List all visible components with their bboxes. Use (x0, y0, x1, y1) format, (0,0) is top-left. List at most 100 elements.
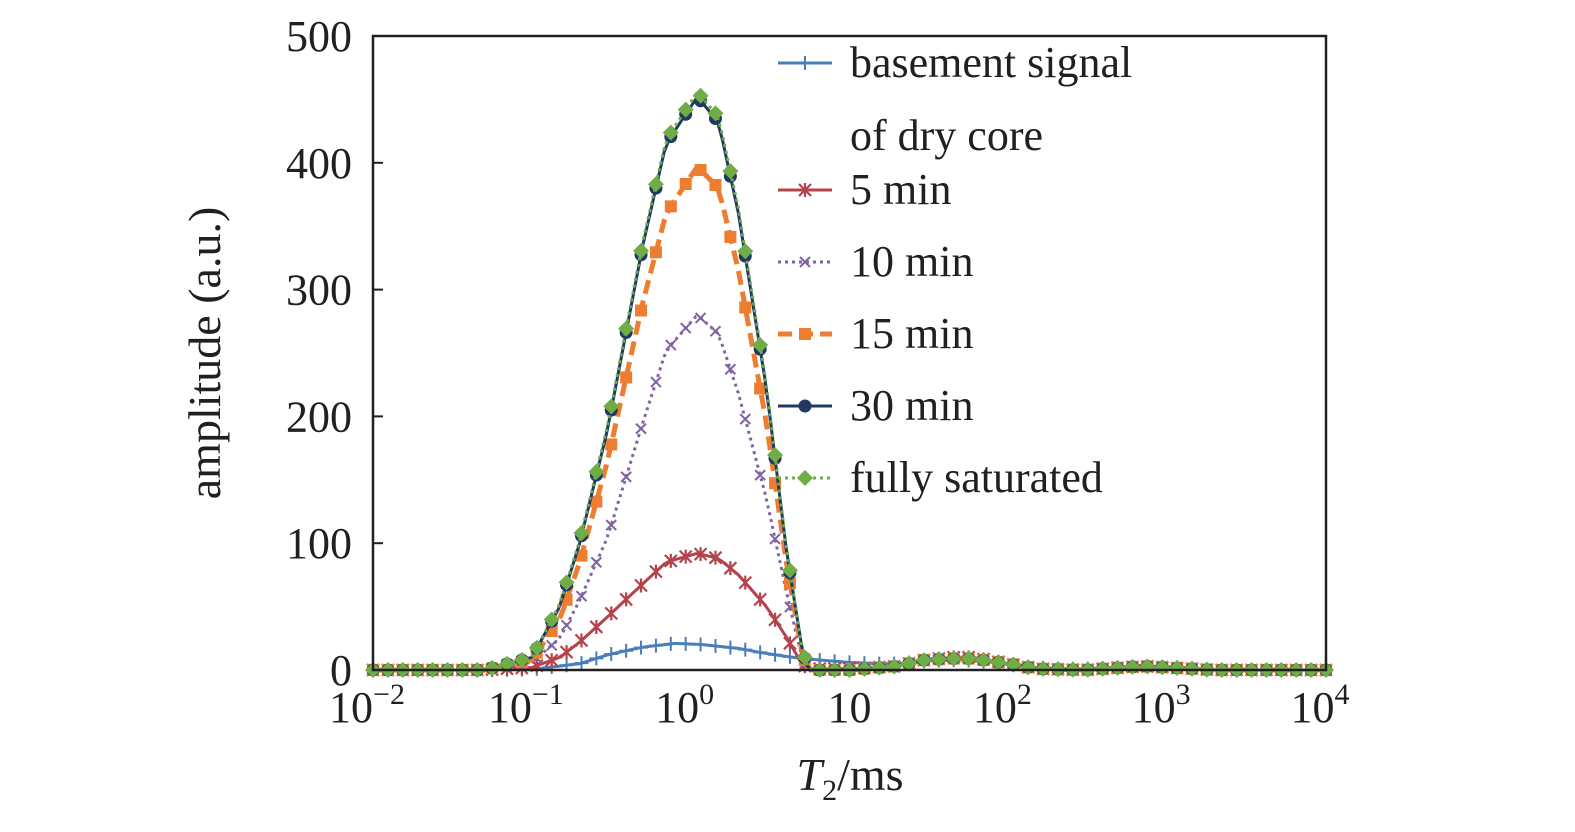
data-point (573, 525, 590, 542)
data-point (739, 413, 751, 425)
data-point (945, 650, 962, 667)
data-point (590, 556, 603, 569)
y-axis-label: amplitude (a.u.) (179, 207, 230, 500)
legend-item-5: 30 min (778, 381, 973, 430)
x-tick-label: 10−1 (488, 678, 564, 732)
data-point (678, 636, 693, 651)
data-point (618, 320, 635, 337)
data-point (709, 178, 722, 191)
data-point (633, 242, 650, 259)
data-point (737, 243, 754, 260)
x-tick-label: 102 (973, 678, 1032, 732)
x-tick-label: 10 (828, 683, 872, 732)
data-point (960, 650, 977, 667)
data-point (604, 606, 619, 621)
data-point (708, 638, 723, 653)
legend-label: 10 min (850, 237, 973, 286)
data-point (693, 547, 708, 562)
data-point (796, 649, 813, 666)
data-point (499, 655, 516, 672)
data-point (559, 645, 574, 660)
data-point (588, 463, 605, 480)
legend-label: 5 min (850, 165, 951, 214)
data-point (663, 636, 678, 651)
data-point (709, 325, 722, 337)
data-point (634, 640, 649, 655)
data-point (664, 200, 677, 213)
data-point (692, 87, 709, 104)
data-point (679, 322, 692, 334)
data-point (1109, 659, 1126, 676)
data-point (975, 652, 992, 669)
data-point (1005, 656, 1022, 673)
data-point (782, 649, 797, 664)
data-point (1169, 659, 1186, 676)
data-point (678, 549, 693, 564)
legend-label: 15 min (850, 309, 973, 358)
y-tick-label: 500 (286, 12, 352, 61)
legend-item-2: 5 min (778, 165, 951, 214)
data-point (589, 619, 604, 634)
x-tick-label: 10−2 (329, 678, 405, 732)
data-point (544, 653, 559, 668)
data-point (723, 640, 738, 655)
data-point (665, 339, 677, 351)
data-point (738, 642, 753, 657)
data-point (484, 659, 501, 676)
data-point (575, 549, 588, 562)
data-point (649, 246, 662, 259)
data-point (619, 643, 634, 658)
data-point (753, 592, 767, 607)
legend-label: fully saturated (850, 453, 1103, 502)
series-6 (365, 87, 1334, 678)
legend-item-3: 10 min (778, 237, 973, 286)
data-point (767, 447, 784, 464)
data-point (545, 639, 558, 651)
data-point (693, 637, 708, 652)
data-point (694, 163, 707, 176)
data-point (662, 124, 679, 141)
tick-layer: 10−2 10−1 100 10 102 103 104 0 100 200 300 400 500 (286, 12, 1350, 732)
legend-swatch-marker (798, 399, 812, 413)
y-tick-label: 100 (286, 519, 352, 568)
data-point (575, 590, 588, 602)
data-point (574, 633, 589, 648)
data-point (648, 638, 663, 653)
data-point (871, 659, 888, 676)
data-point (605, 438, 618, 451)
data-point (635, 304, 648, 317)
data-point (604, 646, 619, 661)
data-point (603, 398, 620, 415)
data-point (930, 651, 947, 668)
data-point (560, 619, 573, 632)
data-point (769, 533, 781, 545)
data-point (619, 592, 633, 607)
x-tick-label: 104 (1291, 678, 1350, 732)
data-point (635, 422, 647, 435)
data-point (708, 550, 723, 565)
data-point (915, 652, 932, 669)
y-tick-label: 400 (286, 139, 352, 188)
data-point (650, 376, 662, 388)
y-tick-label: 0 (330, 646, 352, 695)
data-point (634, 578, 648, 593)
data-point (677, 101, 694, 118)
data-point (620, 471, 632, 483)
data-point (901, 655, 918, 672)
data-point (574, 656, 589, 671)
data-point (1020, 659, 1037, 676)
data-point (768, 612, 782, 627)
legend-label: 30 min (850, 381, 973, 430)
legend-label: basement signal (850, 38, 1132, 87)
y-tick-label: 300 (286, 266, 352, 315)
data-point (768, 647, 783, 662)
data-point (724, 230, 737, 243)
legend-label: of dry core (850, 111, 1043, 160)
plot-frame (371, 34, 1328, 672)
data-point (723, 561, 738, 576)
data-point (558, 574, 575, 591)
series-line-2 (373, 552, 1326, 672)
data-point (753, 645, 768, 660)
